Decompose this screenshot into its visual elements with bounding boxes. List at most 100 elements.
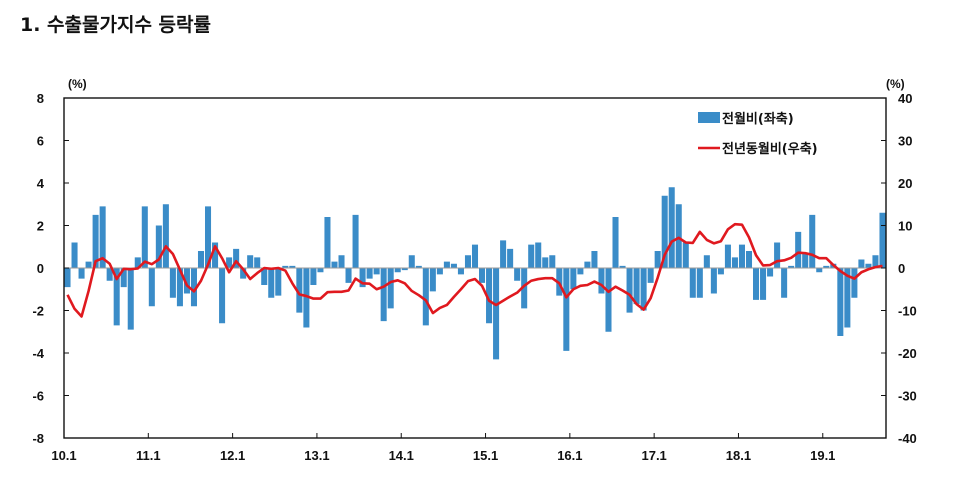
left-axis-unit: (%) [68, 77, 87, 91]
bar-mark [535, 242, 542, 268]
bar-mark [738, 244, 745, 268]
bar-mark [247, 255, 254, 268]
bar-mark [872, 255, 879, 268]
bar-mark [605, 268, 612, 332]
bar-mark [471, 244, 479, 268]
left-tick-label: 8 [37, 91, 44, 106]
bar-mark [233, 248, 240, 268]
bar-mark [134, 257, 141, 268]
bar-mark [352, 214, 359, 268]
x-tick-label: 17.1 [641, 448, 666, 463]
x-tick-label: 13.1 [304, 448, 329, 463]
bar-mark [844, 268, 851, 328]
bar-mark [633, 268, 640, 305]
bar-mark [380, 268, 387, 322]
bar-mark [760, 268, 767, 300]
bar-mark [92, 214, 99, 268]
bar-mark [542, 257, 549, 268]
bar-mark [661, 195, 668, 268]
bar-mark [521, 268, 528, 309]
bar-mark [162, 204, 169, 268]
bar-mark [408, 255, 415, 268]
bar-mark [851, 268, 858, 298]
bar-mark [169, 268, 176, 298]
bar-mark [731, 257, 738, 268]
right-axis-unit: (%) [886, 77, 905, 91]
left-tick-label: 6 [37, 134, 44, 149]
bar-mark [387, 268, 394, 309]
bar-mark [78, 268, 85, 279]
bar-mark [394, 268, 401, 273]
bar-mark [183, 268, 190, 294]
bar-mark [310, 268, 317, 285]
right-tick-label: 10 [898, 219, 912, 234]
bar-mark [373, 268, 380, 275]
bar-mark [816, 268, 823, 273]
bar-mark [338, 255, 345, 268]
bar-mark [514, 268, 521, 281]
bar-mark [577, 268, 584, 275]
bar-mark [717, 268, 724, 275]
left-tick-label: -2 [32, 304, 44, 319]
bar-mark [745, 251, 753, 268]
bar-mark [619, 265, 626, 268]
left-tick-label: -8 [32, 431, 44, 446]
bar-mark [345, 268, 352, 283]
bar-mark [190, 268, 197, 307]
bar-mark [113, 268, 120, 326]
bar-mark [212, 242, 219, 268]
bar-mark [85, 261, 92, 268]
line-series-yoy-change [66, 222, 883, 318]
bar-mark [324, 217, 331, 268]
bar-mark [436, 268, 443, 275]
bar-mark [443, 261, 450, 268]
bar-mark [366, 268, 373, 279]
bar-mark [127, 268, 134, 330]
bar-mark [99, 206, 106, 268]
x-tick-label: 18.1 [726, 448, 751, 463]
left-tick-label: -6 [32, 389, 44, 404]
bar-mark [254, 257, 261, 268]
right-tick-label: 40 [898, 91, 912, 106]
right-tick-label: -40 [898, 431, 917, 446]
x-tick-label: 19.1 [810, 448, 835, 463]
bar-mark [584, 261, 591, 268]
bar-mark [823, 265, 830, 268]
left-tick-label: 0 [37, 261, 44, 276]
left-tick-label: 4 [37, 176, 45, 191]
bar-mark [359, 268, 366, 288]
bar-mark [317, 268, 324, 273]
bar-mark [106, 268, 113, 281]
bar-mark [689, 268, 696, 298]
bar-mark [788, 265, 795, 268]
bar-mark [528, 244, 535, 268]
bar-mark [303, 268, 310, 328]
bar-mark [148, 268, 155, 307]
right-tick-label: 30 [898, 134, 912, 149]
right-tick-label: 0 [898, 261, 905, 276]
bar-mark [450, 263, 457, 268]
bar-mark [879, 212, 886, 268]
bar-mark [591, 251, 598, 268]
bar-mark [654, 251, 661, 268]
x-tick-label: 12.1 [220, 448, 245, 463]
bar-mark [795, 231, 802, 268]
chart-heading: 1. 수출물가지수 등락률 [20, 14, 211, 36]
left-tick-label: -4 [32, 346, 44, 361]
bar-mark [753, 268, 760, 300]
bar-mark [219, 268, 226, 324]
bar-mark [802, 253, 809, 268]
bar-mark [865, 263, 872, 268]
bar-mark [479, 268, 486, 283]
bar-mark [71, 242, 78, 268]
x-tick-label: 15.1 [473, 448, 498, 463]
x-tick-label: 14.1 [389, 448, 414, 463]
bar-mark [640, 268, 647, 311]
bar-mark [415, 265, 422, 268]
bar-mark [724, 244, 731, 268]
bar-mark [696, 268, 703, 298]
x-tick-label: 16.1 [557, 448, 582, 463]
bar-mark [493, 268, 500, 360]
bar-mark [240, 268, 247, 279]
